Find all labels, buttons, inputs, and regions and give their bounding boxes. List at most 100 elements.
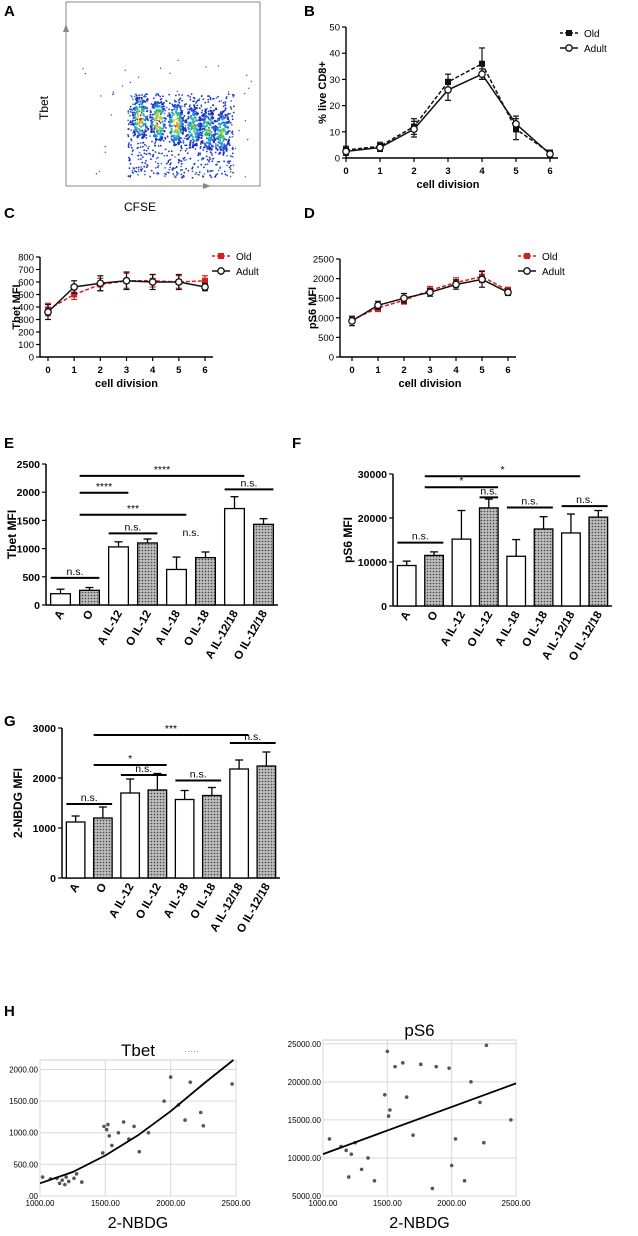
flow-dot [197,153,200,155]
flow-dot [205,121,208,124]
x-tick-label: 1 [72,365,78,376]
data-point-adult [512,120,520,128]
x-axis-label: cell division [95,378,158,390]
flow-dot [129,111,132,113]
flow-dot [177,111,180,114]
flow-dot [141,120,144,124]
flow-dot [202,157,205,160]
flow-dot [192,100,195,103]
flow-dot [188,108,191,111]
x-tick-label: 1 [375,365,381,376]
panel-letter-c: C [4,205,15,222]
flow-dot [196,131,199,134]
data-point [509,1118,513,1122]
category-label: O IL-18 [520,609,550,649]
flow-dot [139,114,142,117]
flow-dot [165,100,168,102]
flow-dot [189,123,193,126]
flow-dot [132,149,134,152]
flow-dot [156,101,160,104]
flow-dot [176,123,179,126]
flow-dot [203,166,205,169]
flow-dot [209,132,212,135]
flow-dot [134,112,137,115]
chart-b: 0 10 20 30 40 50 0 1 2 3 4 5 6 cell division % live CD… [317,23,607,192]
flow-dot [139,154,142,156]
flow-dot [203,129,206,131]
flow-dot [129,114,131,117]
flow-dot [220,131,223,134]
flow-dot [182,139,185,142]
flow-dot [156,112,159,116]
flow-dot [181,117,184,120]
flow-dot [156,173,158,175]
flow-dot [178,101,181,104]
flow-dot [229,144,231,147]
flow-dot [214,132,217,136]
flow-dot [191,167,194,170]
flow-dot [169,163,171,166]
flow-dot [154,141,157,144]
flow-dot [212,128,215,131]
flow-dot [156,126,159,129]
flow-dot [200,95,203,98]
flow-dot [217,95,220,98]
y-tick-label: 30 [329,75,340,86]
flow-dot [178,98,181,101]
flow-dot [154,112,157,115]
flow-dot [149,109,152,112]
flow-dot [170,127,173,130]
x-axis-label: cell division [399,378,462,390]
data-point [60,1178,65,1182]
flow-dot [171,169,174,172]
flow-dot [223,128,226,131]
flow-dot [216,132,219,135]
significance-label: n.s. [480,485,497,497]
flow-dot [192,124,195,127]
flow-dot [148,152,151,155]
flow-dot [159,139,162,142]
chart-h-ps6: 5000.00 10000.00 15000.00 20000.00 25000.00 1… [288,1021,531,1232]
flow-dot [228,136,231,139]
flow-dot [175,171,178,173]
flow-dot [143,106,146,109]
flow-dot [199,143,202,145]
flow-dot [244,176,246,178]
flow-dot [205,155,208,158]
data-point [162,1099,166,1103]
flow-dot [246,74,248,76]
flow-dot [192,108,196,111]
flow-dot [206,163,209,166]
flow-dot [189,98,192,101]
flow-dot [215,137,218,140]
flow-dot [139,146,142,149]
flow-dot [222,151,225,154]
flow-dot [130,108,132,111]
significance-label: *** [127,503,139,515]
flow-dot [137,173,140,176]
flow-dot [219,112,222,115]
flow-dot [157,93,160,95]
flow-dot [143,94,146,97]
flow-dot [203,173,206,175]
flow-dot [195,124,199,127]
flow-dot [177,59,179,61]
flow-dot [127,123,130,126]
flow-dot [104,145,106,148]
x-tick-label: 1000.00 [309,1199,338,1208]
flow-dot [131,96,133,98]
flow-dot [209,142,212,145]
flow-dot [172,134,175,137]
bar-a-il-18 [506,555,527,607]
flow-dot [181,132,184,135]
y-tick-label: 300 [18,315,34,326]
flow-dot [138,94,141,97]
flow-dot [193,128,196,131]
data-point [102,1124,106,1129]
y-tick-label: 2000 [17,487,41,499]
flow-dot [139,129,142,133]
flow-dot [137,154,140,157]
flow-dot [145,149,148,152]
panel-letter-f: F [292,435,301,452]
flow-dot [82,68,84,70]
